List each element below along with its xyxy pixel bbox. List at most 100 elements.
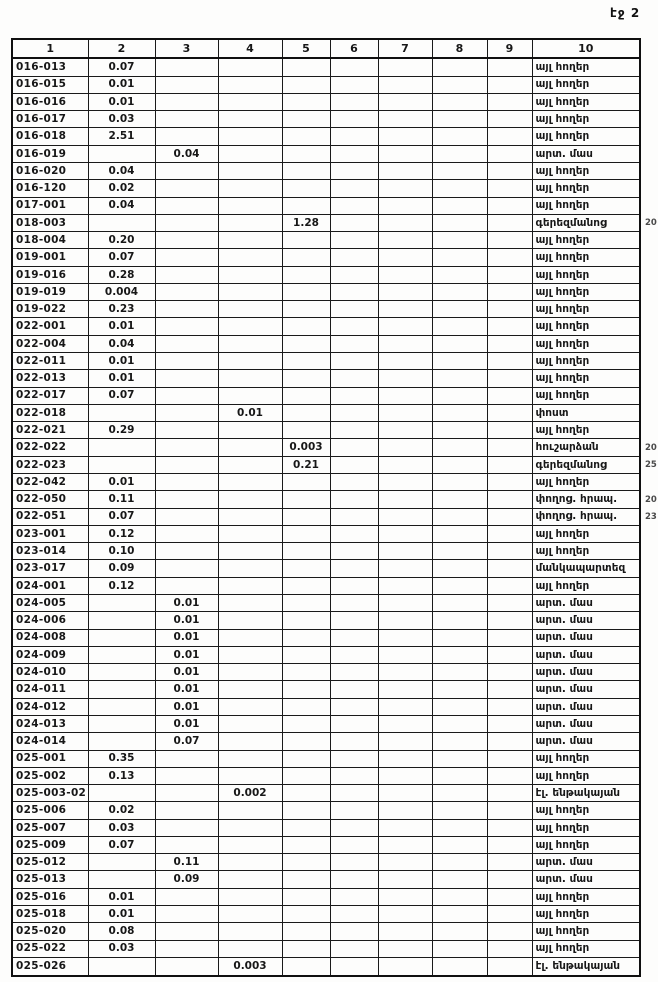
cell-area-value bbox=[217, 438, 283, 457]
cell-area-value bbox=[281, 57, 331, 77]
cell-area-value bbox=[486, 593, 533, 613]
cell-area-value bbox=[329, 835, 379, 855]
cell-area-value bbox=[217, 213, 283, 233]
cell-area-value bbox=[486, 680, 533, 699]
column-header-2: 2 bbox=[87, 38, 156, 59]
cell-area-value bbox=[329, 386, 379, 405]
cell-area-value bbox=[329, 265, 379, 284]
cell-parcel-code: 025-026 bbox=[11, 956, 89, 977]
cell-area-value bbox=[217, 749, 283, 768]
table-row: 025-009 0.07 այլ հողեր bbox=[11, 835, 641, 855]
cell-area-value bbox=[486, 559, 533, 578]
cell-area-value bbox=[377, 559, 433, 578]
cell-area-value bbox=[87, 403, 156, 423]
cell-area-value bbox=[431, 732, 488, 751]
cell-area-value: 0.002 bbox=[217, 784, 283, 803]
cell-area-value bbox=[431, 714, 488, 734]
cell-area-value bbox=[431, 265, 488, 284]
table-row: 024-001 0.12 այլ հողեր bbox=[11, 576, 641, 595]
cell-area-value bbox=[377, 835, 433, 855]
cell-area-value bbox=[486, 490, 533, 509]
cell-area-value bbox=[377, 732, 433, 751]
cell-landuse-label: գերեզմանոց bbox=[531, 213, 641, 233]
cell-area-value bbox=[217, 801, 283, 820]
margin-note: 23 bbox=[645, 511, 657, 522]
cell-area-value bbox=[329, 766, 379, 786]
cell-area-value bbox=[486, 455, 533, 475]
cell-area-value bbox=[154, 524, 219, 544]
cell-area-value bbox=[431, 490, 488, 509]
column-header-8: 8 bbox=[431, 38, 488, 59]
cell-area-value bbox=[377, 922, 433, 941]
cell-area-value bbox=[87, 956, 156, 977]
cell-area-value bbox=[377, 248, 433, 267]
cell-parcel-code: 025-013 bbox=[11, 870, 89, 889]
cell-area-value bbox=[217, 92, 283, 112]
cell-area-value: 0.07 bbox=[87, 57, 156, 77]
cell-landuse-label: այլ հողեր bbox=[531, 905, 641, 924]
cell-area-value bbox=[486, 905, 533, 924]
cell-area-value bbox=[154, 403, 219, 423]
parcel-table: 1 2 3 4 5 6 7 8 9 10 016-013 0.07 այլ հողե… bbox=[11, 38, 641, 977]
cell-landuse-label: գերեզմանոց bbox=[531, 455, 641, 475]
cell-area-value bbox=[154, 542, 219, 561]
cell-area-value: 0.01 bbox=[217, 403, 283, 423]
cell-landuse-label: արտ. մաս bbox=[531, 870, 641, 889]
table-row: 024-014 0.07 արտ. մաս bbox=[11, 732, 641, 751]
cell-area-value bbox=[281, 663, 331, 682]
cell-area-value bbox=[217, 507, 283, 526]
cell-area-value bbox=[431, 317, 488, 336]
cell-area-value bbox=[329, 628, 379, 647]
cell-area-value bbox=[377, 196, 433, 215]
cell-area-value bbox=[154, 749, 219, 768]
table-row: 023-017 0.09 մանկապարտեզ bbox=[11, 559, 641, 578]
page-number-label: էջ 2 bbox=[610, 6, 641, 20]
cell-area-value bbox=[329, 576, 379, 595]
cell-area-value bbox=[281, 714, 331, 734]
cell-area-value bbox=[377, 611, 433, 630]
cell-area-value bbox=[329, 334, 379, 354]
cell-landuse-label: այլ հողեր bbox=[531, 386, 641, 405]
cell-area-value bbox=[329, 680, 379, 699]
cell-landuse-label: այլ հողեր bbox=[531, 196, 641, 215]
cell-area-value bbox=[431, 421, 488, 440]
cell-area-value: 0.12 bbox=[87, 524, 156, 544]
cell-area-value bbox=[431, 784, 488, 803]
cell-landuse-label: այլ հողեր bbox=[531, 57, 641, 77]
cell-area-value bbox=[329, 282, 379, 302]
table-row: 019-022 0.23 այլ հողեր bbox=[11, 300, 641, 319]
table-row: 019-001 0.07 այլ հողեր bbox=[11, 248, 641, 267]
cell-area-value bbox=[154, 369, 219, 388]
cell-parcel-code: 022-051 bbox=[11, 507, 89, 526]
cell-area-value bbox=[329, 161, 379, 181]
cell-area-value bbox=[431, 939, 488, 958]
cell-area-value bbox=[431, 559, 488, 578]
cell-area-value bbox=[431, 697, 488, 716]
cell-landuse-label: այլ հողեր bbox=[531, 161, 641, 181]
cell-area-value bbox=[377, 853, 433, 872]
cell-area-value bbox=[217, 282, 283, 302]
cell-area-value bbox=[431, 386, 488, 405]
cell-area-value bbox=[217, 352, 283, 371]
cell-area-value bbox=[431, 455, 488, 475]
margin-note: 20 bbox=[645, 494, 657, 505]
cell-area-value bbox=[486, 801, 533, 820]
cell-area-value bbox=[431, 127, 488, 146]
table-row: 025-020 0.08 այլ հողեր bbox=[11, 922, 641, 941]
cell-area-value bbox=[486, 922, 533, 941]
cell-area-value bbox=[217, 144, 283, 163]
cell-area-value bbox=[154, 490, 219, 509]
cell-area-value bbox=[154, 196, 219, 215]
cell-area-value bbox=[486, 507, 533, 526]
cell-area-value bbox=[377, 438, 433, 457]
cell-area-value bbox=[281, 265, 331, 284]
cell-parcel-code: 016-016 bbox=[11, 92, 89, 112]
table-row: 024-010 0.01 արտ. մաս bbox=[11, 663, 641, 682]
cell-area-value bbox=[377, 887, 433, 907]
cell-area-value: 0.11 bbox=[154, 853, 219, 872]
cell-area-value bbox=[217, 369, 283, 388]
cell-area-value bbox=[431, 801, 488, 820]
cell-area-value bbox=[281, 144, 331, 163]
cell-area-value bbox=[377, 110, 433, 129]
cell-area-value bbox=[217, 714, 283, 734]
